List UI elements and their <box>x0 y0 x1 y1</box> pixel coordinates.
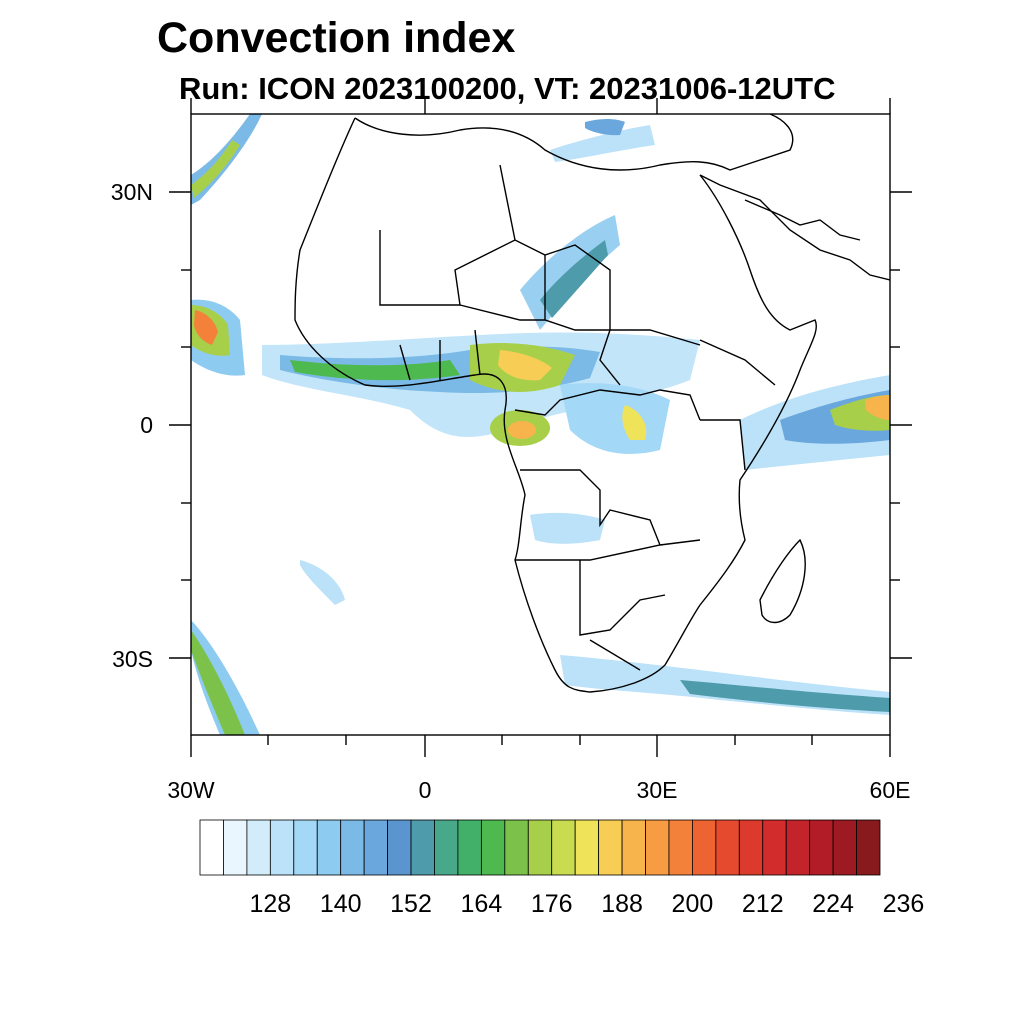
lon-label-60e: 60E <box>870 777 911 803</box>
map-figure: 30W 0 30E 60E 30N 0 30S 128 140 152 164 176 1… <box>0 0 1024 1024</box>
colorbar-label: 200 <box>672 890 714 918</box>
colorbar-swatch <box>646 820 669 875</box>
colorbar-swatch <box>411 820 434 875</box>
colorbar-label: 128 <box>249 890 291 918</box>
colorbar-swatch <box>481 820 504 875</box>
colorbar-label: 176 <box>531 890 573 918</box>
colorbar-swatch <box>528 820 551 875</box>
colorbar-swatch <box>294 820 317 875</box>
colorbar-swatch <box>200 820 223 875</box>
colorbar-swatch <box>388 820 411 875</box>
lat-label-0: 0 <box>140 412 153 438</box>
colorbar-swatch <box>669 820 692 875</box>
colorbar-swatch <box>716 820 739 875</box>
colorbar-label: 188 <box>601 890 643 918</box>
colorbar-swatch <box>622 820 645 875</box>
colorbar-label: 212 <box>742 890 784 918</box>
colorbar-swatch <box>552 820 575 875</box>
colorbar-swatch <box>692 820 715 875</box>
lon-label-0: 0 <box>419 777 432 803</box>
lon-label-30w: 30W <box>167 777 215 803</box>
colorbar-swatch <box>599 820 622 875</box>
convection-field <box>191 114 890 735</box>
colorbar-labels: 128 140 152 164 176 188 200 212 224 236 <box>249 890 924 918</box>
colorbar-label: 224 <box>812 890 854 918</box>
colorbar-swatch <box>317 820 340 875</box>
colorbar-swatch <box>575 820 598 875</box>
colorbar-swatch <box>434 820 457 875</box>
colorbar-swatch <box>505 820 528 875</box>
colorbar-label: 236 <box>883 890 925 918</box>
colorbar-swatch <box>223 820 246 875</box>
lon-label-30e: 30E <box>637 777 678 803</box>
colorbar-swatch <box>833 820 856 875</box>
colorbar-swatch <box>810 820 833 875</box>
lat-label-30s: 30S <box>112 646 153 672</box>
lat-label-30n: 30N <box>111 179 153 205</box>
colorbar-swatch <box>341 820 364 875</box>
colorbar-label: 140 <box>320 890 362 918</box>
colorbar-swatch <box>857 820 880 875</box>
colorbar-swatch <box>458 820 481 875</box>
colorbar-swatch <box>247 820 270 875</box>
colorbar-label: 152 <box>390 890 432 918</box>
colorbar-label: 164 <box>461 890 503 918</box>
colorbar-swatch <box>786 820 809 875</box>
colorbar-swatch <box>270 820 293 875</box>
colorbar-swatch <box>763 820 786 875</box>
colorbar <box>200 820 880 875</box>
colorbar-swatch <box>364 820 387 875</box>
colorbar-swatch <box>739 820 762 875</box>
